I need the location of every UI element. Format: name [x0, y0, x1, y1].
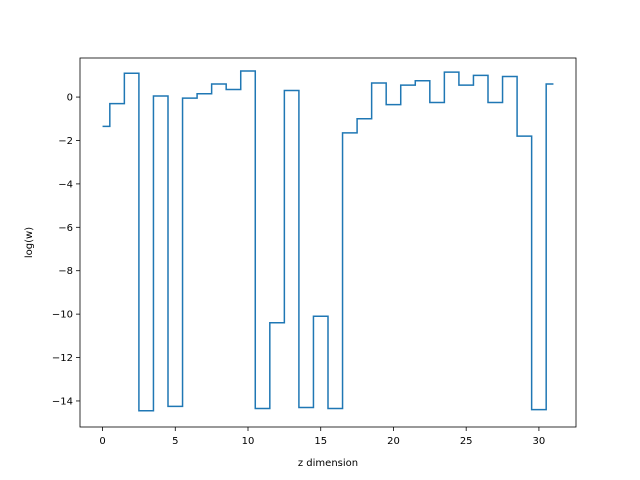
x-tick-label: 20: [387, 436, 400, 447]
x-tick-label: 15: [314, 436, 327, 447]
x-tick-label: 5: [172, 436, 178, 447]
y-tick-label: −2: [58, 136, 73, 147]
y-axis-label: log(w): [24, 227, 35, 258]
series-layer: [102, 70, 554, 412]
y-tick-label: −4: [58, 179, 73, 190]
series-line-0: [102, 70, 554, 412]
y-axis-ticks: 0 −2 −4 −6 −8 −10 −12 −14: [52, 93, 80, 407]
x-tick-label: 30: [533, 436, 546, 447]
y-tick-label: −8: [58, 266, 73, 277]
x-axis-label: z dimension: [298, 458, 358, 469]
x-tick-label: 0: [99, 436, 105, 447]
y-tick-label: −12: [52, 353, 73, 364]
x-tick-label: 25: [460, 436, 473, 447]
y-tick-label: −14: [52, 396, 73, 407]
y-tick-label: 0: [67, 93, 73, 104]
x-axis-ticks: 0 5 10 15 20 25 30: [99, 427, 545, 447]
x-tick-label: 10: [242, 436, 255, 447]
y-tick-label: −6: [58, 223, 73, 234]
plot-frame: [79, 57, 577, 428]
y-tick-label: −10: [52, 310, 73, 321]
